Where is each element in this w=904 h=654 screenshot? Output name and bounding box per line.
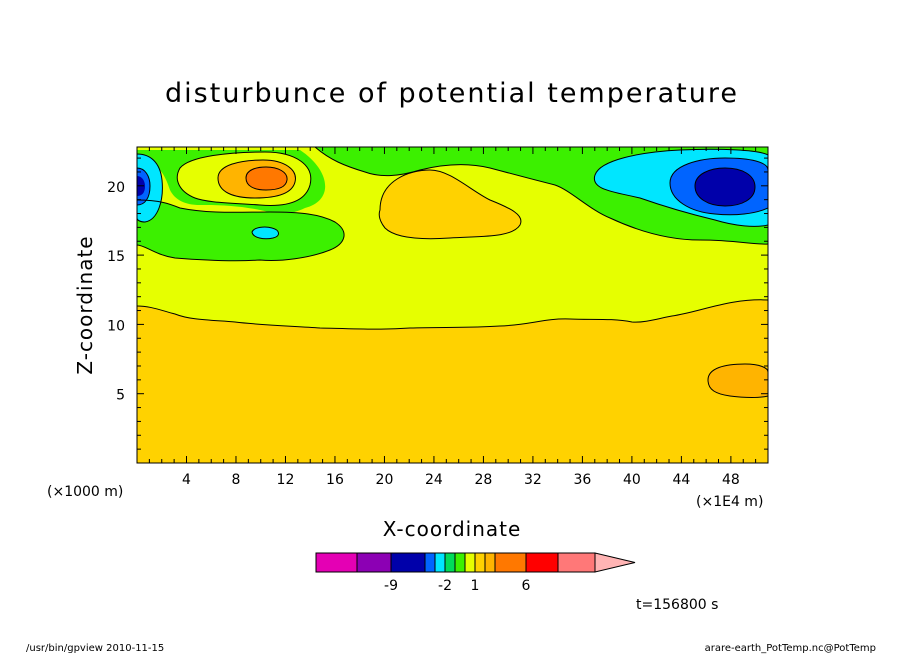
footer-left: /usr/bin/gpview 2010-11-15 bbox=[26, 643, 164, 654]
time-label: t=156800 s bbox=[636, 597, 718, 613]
colorbar-label: 1 bbox=[471, 578, 480, 594]
colorbar-segment bbox=[444, 552, 456, 573]
colorbar-segment bbox=[315, 552, 358, 573]
x-tick-label: 28 bbox=[475, 472, 493, 488]
x-tick-label: 36 bbox=[573, 472, 591, 488]
x-tick-label: 32 bbox=[524, 472, 542, 488]
x-tick-label: 4 bbox=[182, 472, 191, 488]
plot-frame bbox=[136, 146, 769, 464]
colorbar-label: 6 bbox=[522, 578, 531, 594]
colorbar-segment bbox=[390, 552, 426, 573]
y-axis: 5 10 15 20 bbox=[107, 157, 768, 450]
colorbar-extend-arrow bbox=[594, 552, 636, 573]
colorbar-segment bbox=[434, 552, 446, 573]
colorbar-segment bbox=[424, 552, 436, 573]
x-unit-left: (×1000 m) bbox=[47, 484, 123, 500]
chart-title: disturbunce of potential temperature bbox=[165, 78, 739, 109]
colorbar-label: -9 bbox=[384, 578, 398, 594]
colorbar-segment bbox=[557, 552, 596, 573]
colorbar-segment bbox=[474, 552, 486, 573]
x-tick-label: 24 bbox=[425, 472, 443, 488]
x-unit-right: (×1E4 m) bbox=[696, 494, 763, 510]
y-axis-label: Z-coordinate bbox=[73, 235, 97, 374]
colorbar-segment bbox=[525, 552, 559, 573]
contour-cyan-zone bbox=[252, 227, 279, 239]
y-tick-label: 20 bbox=[107, 180, 125, 196]
x-tick-label: 16 bbox=[326, 472, 344, 488]
colorbar-segment bbox=[484, 552, 496, 573]
y-tick-label: 15 bbox=[107, 249, 125, 265]
colorbar-label: -2 bbox=[438, 578, 452, 594]
contour-green-zone bbox=[137, 200, 345, 261]
colorbar: -9 -2 1 6 bbox=[315, 552, 636, 594]
y-tick-label: 10 bbox=[107, 318, 125, 334]
contour-lower-layer bbox=[379, 170, 521, 239]
y-tick-label: 5 bbox=[116, 388, 125, 404]
contour-blue-zone bbox=[695, 168, 755, 206]
colorbar-segment bbox=[356, 552, 392, 573]
x-axis: 4 8 12 16 20 24 28 32 36 40 44 48 bbox=[148, 147, 757, 488]
x-tick-label: 44 bbox=[672, 472, 690, 488]
x-tick-label: 48 bbox=[722, 472, 740, 488]
x-tick-label: 12 bbox=[277, 472, 295, 488]
contour-orange-core bbox=[246, 167, 288, 190]
contour-field bbox=[137, 147, 768, 463]
colorbar-segment bbox=[494, 552, 527, 573]
colorbar-segment bbox=[454, 552, 466, 573]
x-tick-label: 8 bbox=[232, 472, 241, 488]
x-tick-label: 40 bbox=[623, 472, 641, 488]
x-axis-label: X-coordinate bbox=[383, 517, 522, 541]
footer-right: arare-earth_PotTemp.nc@PotTemp bbox=[705, 643, 876, 654]
x-tick-label: 20 bbox=[376, 472, 394, 488]
contour-orange-zone bbox=[708, 364, 768, 398]
colorbar-segment bbox=[464, 552, 476, 573]
